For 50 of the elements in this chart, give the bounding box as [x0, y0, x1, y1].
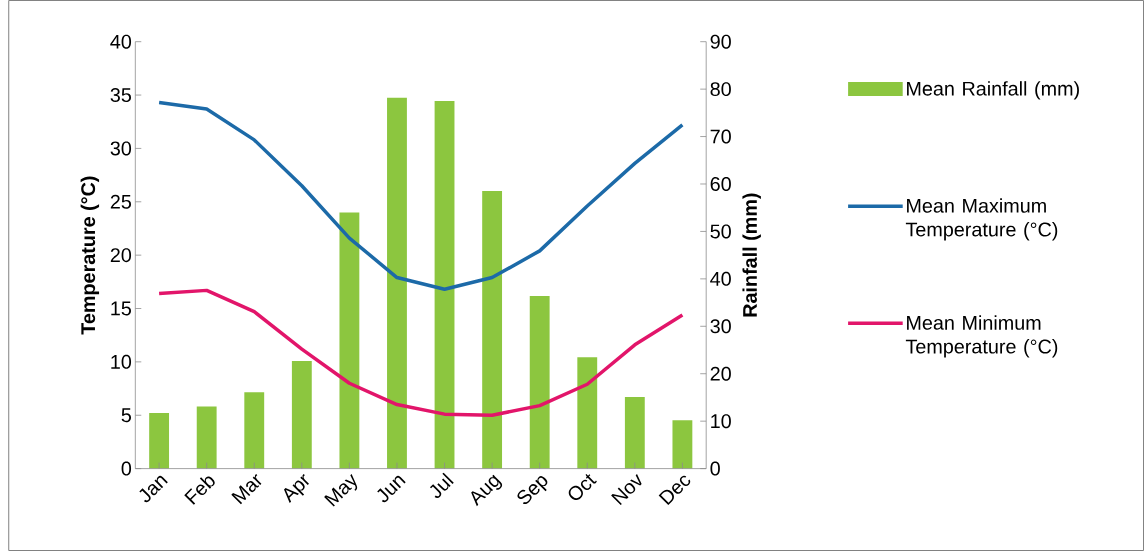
bar [624, 396, 645, 469]
bar [339, 212, 360, 469]
x-tick-label: Jul [429, 472, 454, 499]
y2-tick-label: 60 [710, 177, 731, 191]
bar [291, 360, 312, 469]
x-tick-label: May [324, 473, 358, 507]
y2-tick-label: 70 [710, 129, 731, 144]
bar [149, 413, 170, 469]
x-tick-label: Oct [568, 474, 597, 501]
y2-tick-label: 20 [710, 366, 731, 381]
x-tick-label: Aug [471, 474, 503, 507]
x-tick-label: Jun [377, 475, 406, 503]
bar [196, 406, 217, 469]
bar [244, 392, 265, 469]
y-tick-label: 35 [110, 88, 131, 103]
y2-tick-label: 0 [710, 461, 720, 476]
y-tick-label: 5 [121, 408, 131, 423]
x-tick-label: Feb [184, 476, 215, 505]
y-axis-title: Temperature (°C) [80, 176, 100, 335]
legend-label: Mean Rainfall (mm) [907, 81, 1079, 100]
y-tick-label: 0 [121, 461, 132, 476]
line-series [157, 288, 685, 417]
bar [434, 100, 455, 469]
bar [577, 357, 598, 469]
bar [387, 97, 407, 469]
y-tick-label: 30 [110, 141, 132, 156]
y-tick-label: 20 [110, 248, 132, 263]
y2-tick-label: 10 [711, 414, 731, 429]
x-tick-label: Jan [139, 475, 168, 503]
y2-axis-title: Rainfall (mm) [742, 193, 761, 317]
legend-label: Mean Maximum Temperature (°C) [905, 198, 1058, 241]
x-tick-label: Nov [611, 473, 642, 506]
y-tick-label: 25 [110, 194, 131, 209]
x-tick-label: Apr [284, 474, 309, 504]
bar [672, 420, 693, 469]
legend-label: Mean Minimum Temperature (°C) [905, 315, 1058, 358]
bar [529, 295, 550, 469]
x-tick-label: Dec [658, 475, 691, 506]
line-series [157, 100, 685, 292]
y2-tick-label: 50 [710, 224, 731, 239]
y2-tick-label: 30 [710, 319, 731, 334]
y2-tick-label: 80 [710, 82, 731, 97]
y-tick-label: 40 [110, 34, 132, 49]
bar [482, 191, 503, 469]
y-tick-label: 10 [111, 354, 132, 369]
x-tick-label: Mar [231, 474, 262, 505]
y-tick-label: 15 [111, 301, 131, 316]
y2-tick-label: 90 [710, 34, 731, 49]
x-tick-label: Sep [517, 476, 548, 505]
y2-tick-label: 40 [710, 271, 731, 286]
